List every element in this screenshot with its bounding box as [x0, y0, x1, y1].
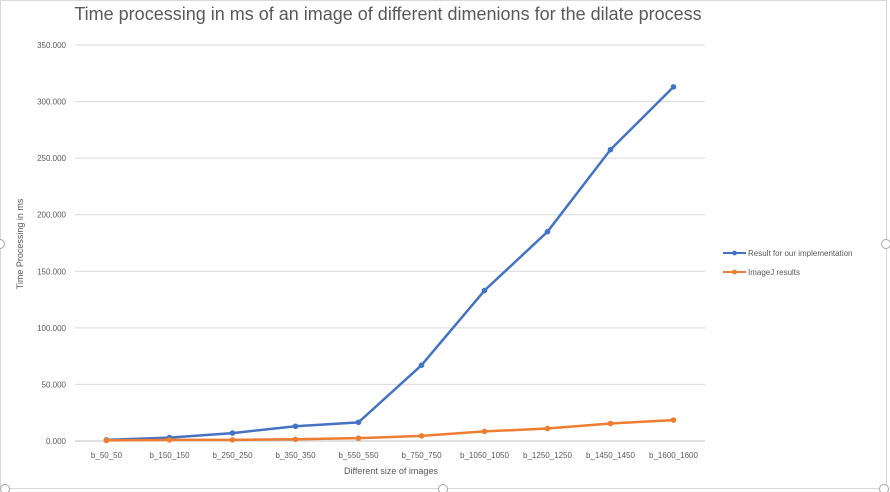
- y-tick-label: 50.000: [42, 380, 67, 389]
- data-point[interactable]: [292, 423, 299, 430]
- data-point[interactable]: [607, 420, 614, 427]
- y-tick-label: 350.000: [37, 41, 66, 50]
- x-tick-label: b_750_750: [401, 451, 442, 460]
- data-point[interactable]: [355, 419, 362, 426]
- x-axis-title: Different size of images: [344, 466, 438, 476]
- data-point[interactable]: [355, 435, 362, 441]
- data-point[interactable]: [607, 146, 614, 153]
- data-point[interactable]: [670, 417, 677, 423]
- x-tick-label: b_350_350: [275, 451, 316, 460]
- legend-entry-label: Result for our implementation: [748, 249, 853, 258]
- y-tick-label: 250.000: [37, 154, 66, 163]
- data-point[interactable]: [418, 362, 425, 368]
- x-tick-label: b_550_550: [338, 451, 379, 460]
- series-line[interactable]: [106, 418, 674, 442]
- chart-title: Time processing in ms of an image of dif…: [74, 4, 701, 24]
- y-axis-ticks: 0.000 50.000 100.000 150.000 200.000 250.000 3…: [37, 41, 66, 446]
- x-axis-ticks: b_50_50 b_150_150 b_250_250 b_350_350 b_550_…: [91, 451, 699, 460]
- data-point[interactable]: [229, 437, 236, 443]
- data-point[interactable]: [544, 228, 551, 235]
- x-tick-label: b_1450_1450: [586, 451, 635, 460]
- x-tick-label: b_1600_1600: [649, 451, 698, 460]
- resize-handle-left[interactable]: [0, 239, 5, 249]
- resize-handle-bottom-right[interactable]: [879, 484, 889, 492]
- legend-swatch-marker: [732, 250, 737, 256]
- gridlines: [75, 44, 705, 442]
- data-point[interactable]: [103, 437, 110, 444]
- data-point[interactable]: [166, 437, 173, 443]
- series-line[interactable]: [106, 85, 675, 442]
- series-layer: [103, 84, 677, 444]
- legend[interactable]: Result for our implementation ImageJ resu…: [723, 249, 853, 277]
- data-point[interactable]: [481, 287, 488, 294]
- x-tick-label: b_50_50: [91, 451, 123, 460]
- x-tick-label: b_150_150: [149, 451, 190, 460]
- y-tick-label: 150.000: [37, 267, 66, 276]
- y-tick-label: 0.000: [46, 437, 67, 446]
- x-tick-label: b_250_250: [212, 451, 253, 460]
- data-point[interactable]: [292, 436, 299, 443]
- resize-handle-bottom-left[interactable]: [0, 484, 10, 492]
- data-point[interactable]: [544, 425, 551, 432]
- data-point[interactable]: [418, 433, 425, 439]
- x-tick-label: b_1050_1050: [460, 451, 509, 460]
- y-tick-label: 100.000: [37, 324, 66, 333]
- y-tick-label: 200.000: [37, 211, 66, 220]
- data-point[interactable]: [481, 428, 488, 435]
- x-tick-label: b_1250_1250: [523, 451, 572, 460]
- y-axis-title: Time Processing in ms: [15, 198, 25, 289]
- y-tick-label: 300.000: [37, 98, 66, 107]
- legend-entry-label: ImageJ results: [748, 268, 800, 277]
- legend-swatch-marker: [732, 269, 737, 275]
- data-point[interactable]: [670, 84, 677, 90]
- resize-handle-bottom[interactable]: [438, 484, 448, 492]
- resize-handle-right[interactable]: [881, 239, 890, 249]
- data-point[interactable]: [229, 430, 236, 436]
